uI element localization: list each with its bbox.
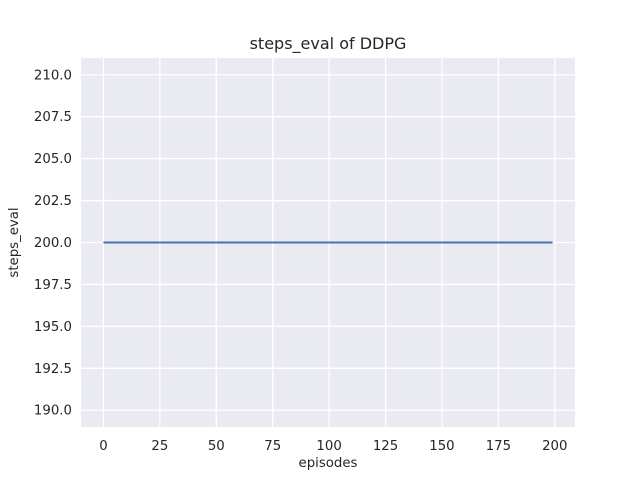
x-tick-label: 175	[486, 439, 511, 454]
x-tick-label: 200	[542, 439, 567, 454]
y-tick-label: 200.0	[34, 236, 72, 251]
y-tick-label: 202.5	[34, 194, 72, 209]
x-tick-label: 50	[208, 439, 225, 454]
x-axis-label: episodes	[299, 456, 358, 471]
x-tick-label: 0	[99, 439, 107, 454]
x-tick-label: 75	[264, 439, 281, 454]
y-tick-label: 197.5	[34, 278, 72, 293]
y-tick-label: 195.0	[34, 320, 72, 335]
x-tick-label: 150	[429, 439, 454, 454]
y-tick-label: 210.0	[34, 68, 72, 83]
x-tick-label: 125	[373, 439, 398, 454]
chart-title: steps_eval of DDPG	[250, 34, 407, 54]
x-tick-label: 25	[151, 439, 168, 454]
y-tick-label: 190.0	[34, 404, 72, 419]
x-tick-label: 100	[316, 439, 341, 454]
y-tick-label: 205.0	[34, 152, 72, 167]
y-tick-label: 192.5	[34, 362, 72, 377]
y-tick-label: 207.5	[34, 110, 72, 125]
y-axis-label: steps_eval	[7, 207, 22, 277]
